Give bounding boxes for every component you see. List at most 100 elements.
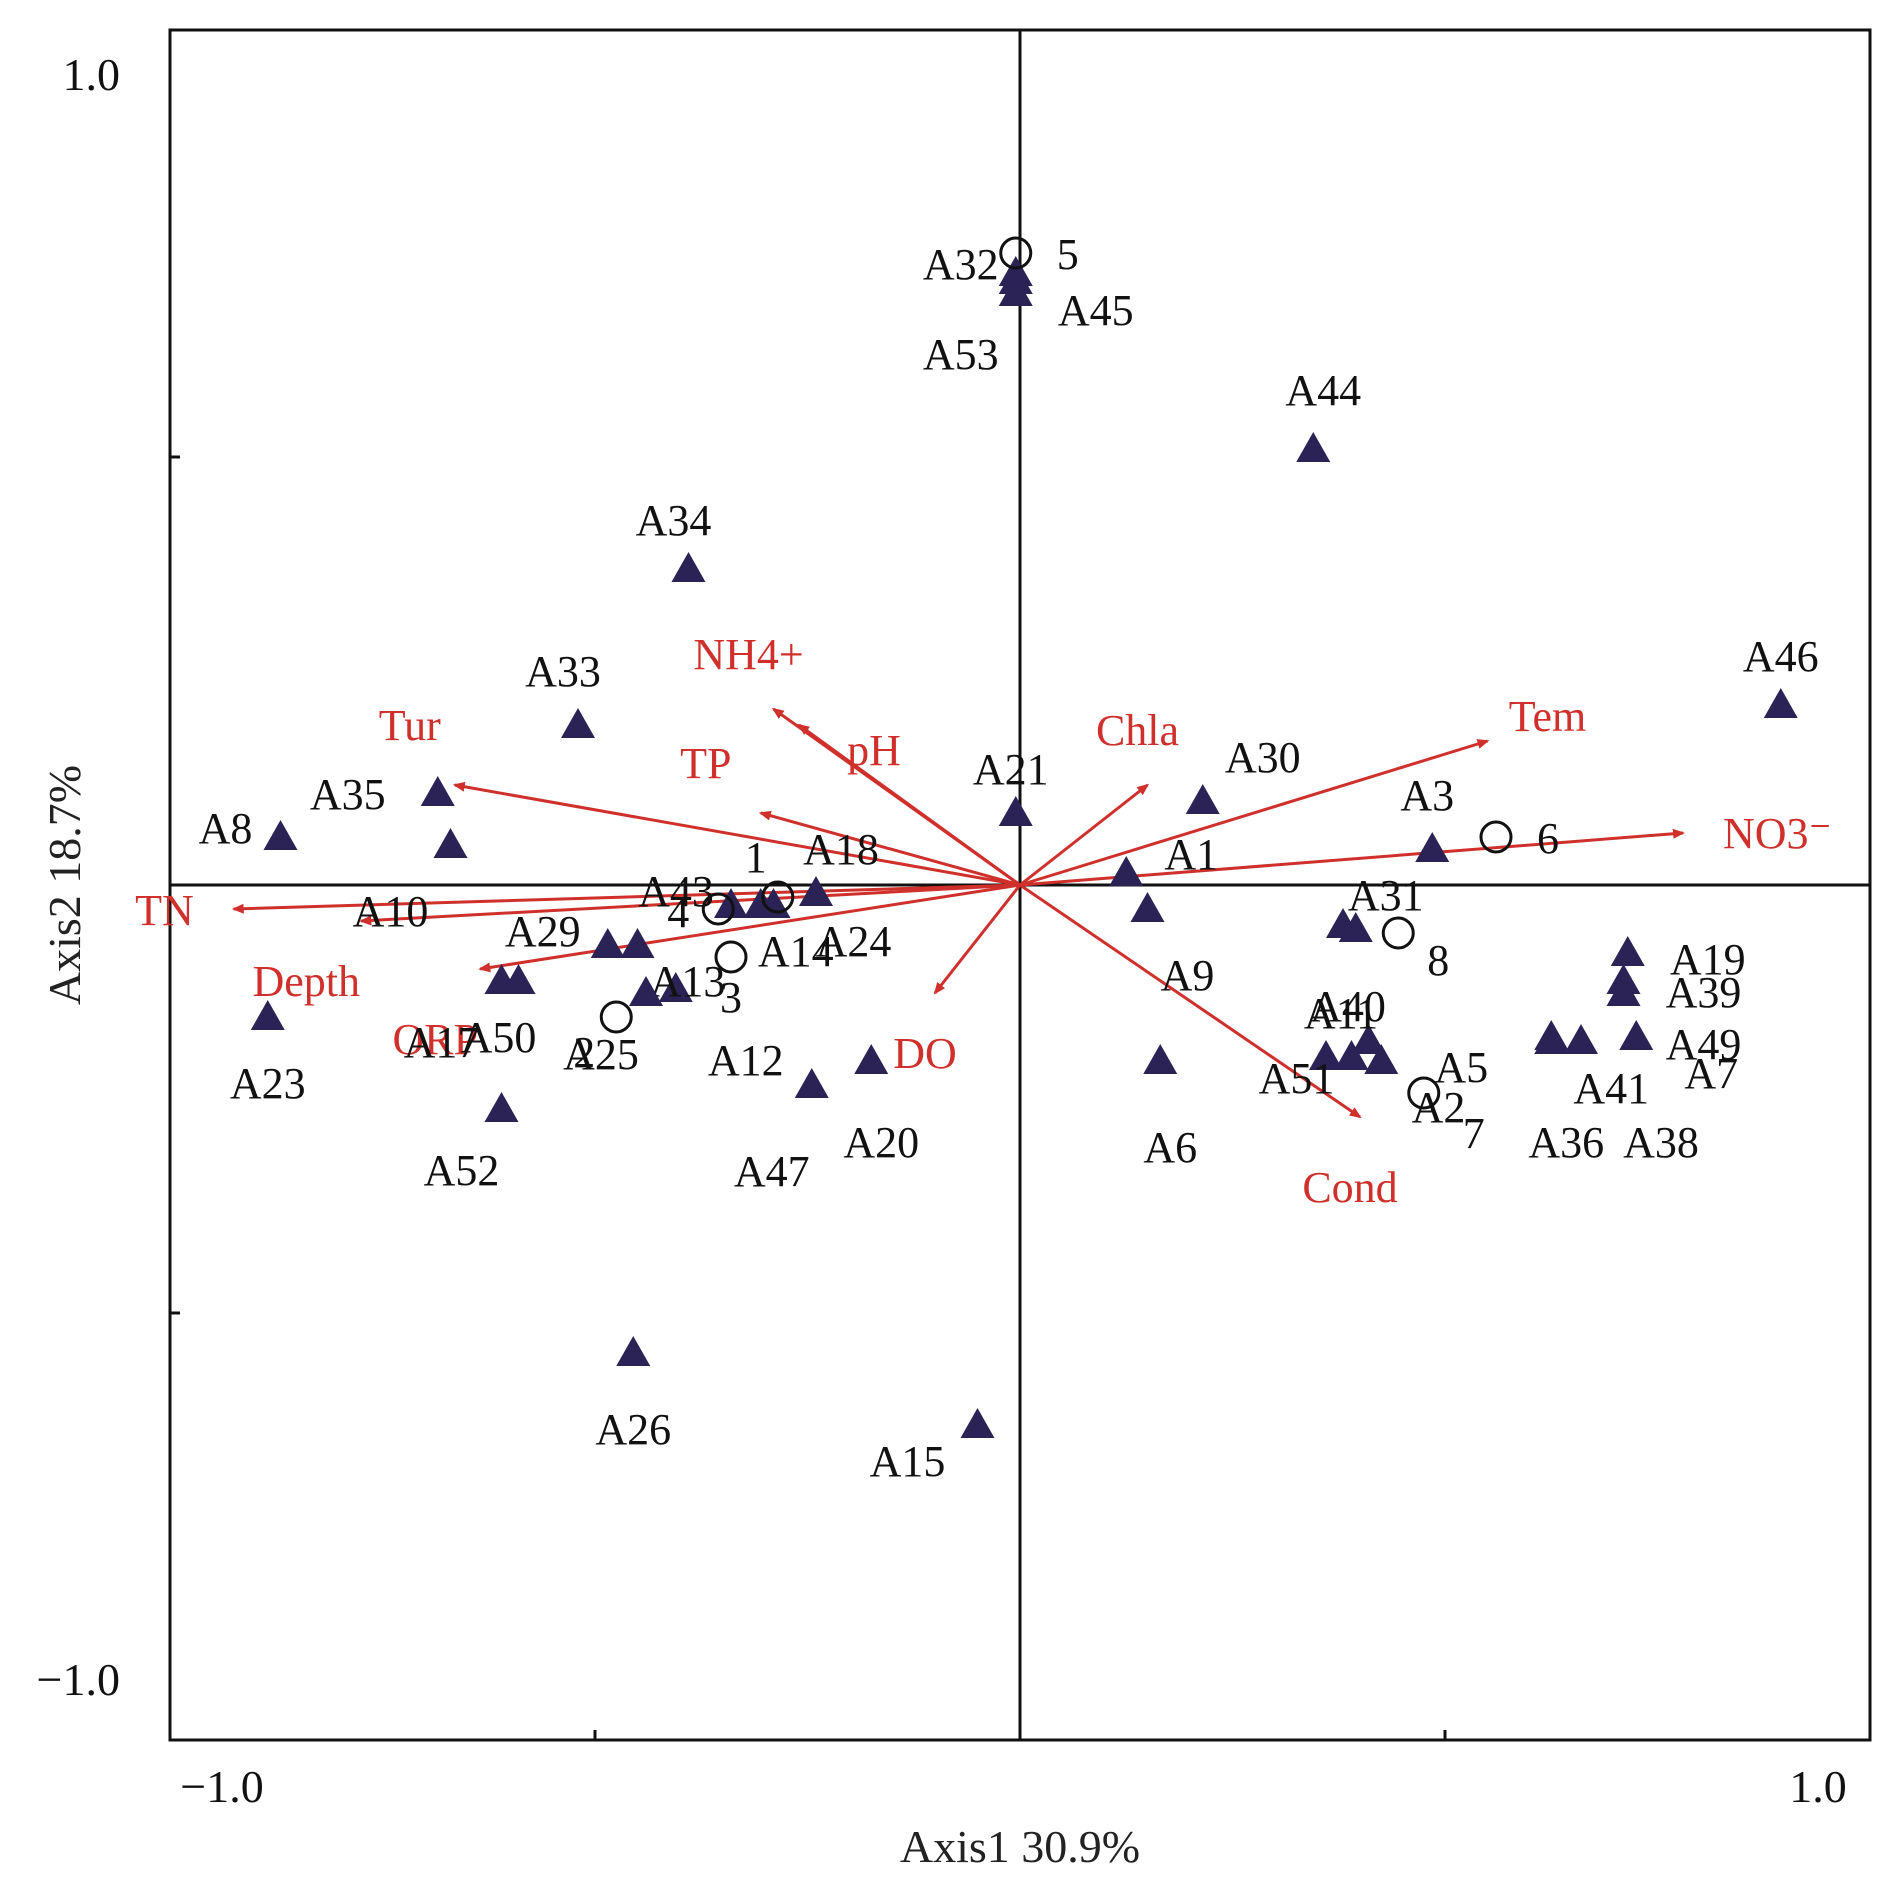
species-point: A53: [923, 276, 1033, 379]
species-point: A35: [310, 770, 455, 819]
species-point: A15: [870, 1408, 995, 1486]
species-marker: [671, 552, 706, 582]
species-point: A3: [1400, 771, 1454, 862]
site-points: 1 2 34 5 6 7 8: [573, 230, 1559, 1158]
site-marker: [1381, 916, 1415, 950]
species-marker: [1534, 1020, 1569, 1050]
species-point: A33: [525, 647, 601, 738]
species-point: A23: [230, 1000, 306, 1108]
site-label: 2: [573, 1028, 595, 1077]
species-point: A50: [461, 964, 536, 1062]
site-point: 7: [1407, 1076, 1485, 1158]
species-point: A9: [1130, 892, 1215, 1000]
site-label: 1: [745, 833, 767, 882]
species-marker: [629, 976, 663, 1006]
species-label: A44: [1285, 366, 1361, 415]
species-marker: [1109, 856, 1144, 886]
x-tick-label-max: 1.0: [1789, 1761, 1847, 1812]
species-marker: [998, 276, 1033, 306]
species-label: A43: [638, 867, 714, 916]
species-point: A44: [1285, 366, 1361, 462]
species-point: A13: [620, 928, 726, 1006]
species-point: A46: [1743, 632, 1819, 718]
species-marker: [794, 1068, 829, 1098]
species-marker: [1619, 1020, 1654, 1050]
species-marker: [799, 876, 833, 906]
env-arrow: [478, 883, 1021, 973]
species-marker: [1606, 976, 1641, 1006]
species-label: A13: [650, 957, 726, 1006]
site-marker: [599, 1000, 633, 1034]
species-label: A6: [1143, 1123, 1197, 1172]
y-tick-label-min: −1.0: [37, 1654, 120, 1705]
species-label: A35: [310, 770, 386, 819]
site-marker: [1479, 820, 1513, 854]
axis-ticks: [170, 455, 1447, 1740]
env-vector: Tem: [1019, 692, 1586, 887]
site-marker: [761, 880, 795, 914]
env-vector: pH: [797, 723, 1021, 887]
species-label: A19: [1670, 935, 1746, 984]
species-label: A40: [1310, 982, 1386, 1031]
species-marker: [658, 972, 693, 1002]
species-label: A30: [1225, 733, 1301, 782]
species-marker: [1334, 1040, 1369, 1070]
species-marker: [590, 928, 625, 958]
env-label: NH4+: [693, 630, 803, 679]
species-marker: [1564, 1024, 1598, 1054]
species-marker: [1185, 784, 1220, 814]
site-marker: [1407, 1076, 1441, 1110]
env-arrow: [231, 883, 1021, 914]
species-marker: [1130, 892, 1165, 922]
species-label: A33: [525, 647, 601, 696]
species-point: A7: [1619, 1020, 1738, 1098]
species-label: A29: [505, 907, 581, 956]
species-label: A9: [1161, 951, 1215, 1000]
species-marker: [616, 1336, 651, 1366]
species-label: A21: [973, 745, 1049, 794]
species-label: A31: [1348, 871, 1424, 920]
species-marker: [1364, 1044, 1399, 1074]
species-label: A7: [1684, 1049, 1738, 1098]
species-marker: [561, 708, 595, 738]
env-arrow: [359, 883, 1021, 926]
y-tick-label-max: 1.0: [63, 49, 121, 100]
species-label: A32: [923, 240, 999, 289]
site-label: 4: [667, 888, 689, 937]
env-label: ORP: [392, 1015, 478, 1064]
env-label: pH: [847, 726, 901, 775]
species-marker: [1326, 908, 1360, 938]
species-point: A49: [1606, 976, 1741, 1069]
site-point: 6: [1479, 814, 1559, 863]
species-marker: [263, 820, 298, 850]
species-point: A20: [843, 1044, 919, 1167]
env-label: DO: [893, 1029, 957, 1078]
species-label: A39: [1666, 968, 1742, 1017]
species-label: A23: [230, 1059, 306, 1108]
site-marker: [714, 940, 748, 974]
env-label: Tur: [379, 701, 441, 750]
env-vector: DO: [893, 884, 1022, 1078]
species-point: A47: [734, 1068, 829, 1196]
species-point: A38: [1564, 1024, 1699, 1167]
species-label: A10: [353, 887, 429, 936]
species-label: A18: [803, 825, 879, 874]
species-point: A6: [1143, 1044, 1197, 1172]
species-point: A5: [1364, 1043, 1488, 1092]
species-label: A36: [1528, 1118, 1604, 1167]
species-point: A11: [1304, 989, 1378, 1070]
env-label: Chla: [1096, 706, 1179, 755]
env-arrow: [1019, 783, 1150, 887]
site-label: 7: [1463, 1109, 1485, 1158]
env-arrow: [758, 810, 1021, 887]
env-arrow: [1019, 739, 1490, 887]
site-point: 3: [714, 940, 748, 1022]
env-label: TP: [680, 739, 731, 788]
species-marker: [1763, 688, 1798, 718]
species-point: A10: [353, 828, 468, 936]
env-vector: Cond: [1019, 883, 1398, 1212]
species-marker: [854, 1044, 889, 1074]
species-point: A30: [1185, 733, 1301, 814]
species-marker: [501, 964, 536, 994]
